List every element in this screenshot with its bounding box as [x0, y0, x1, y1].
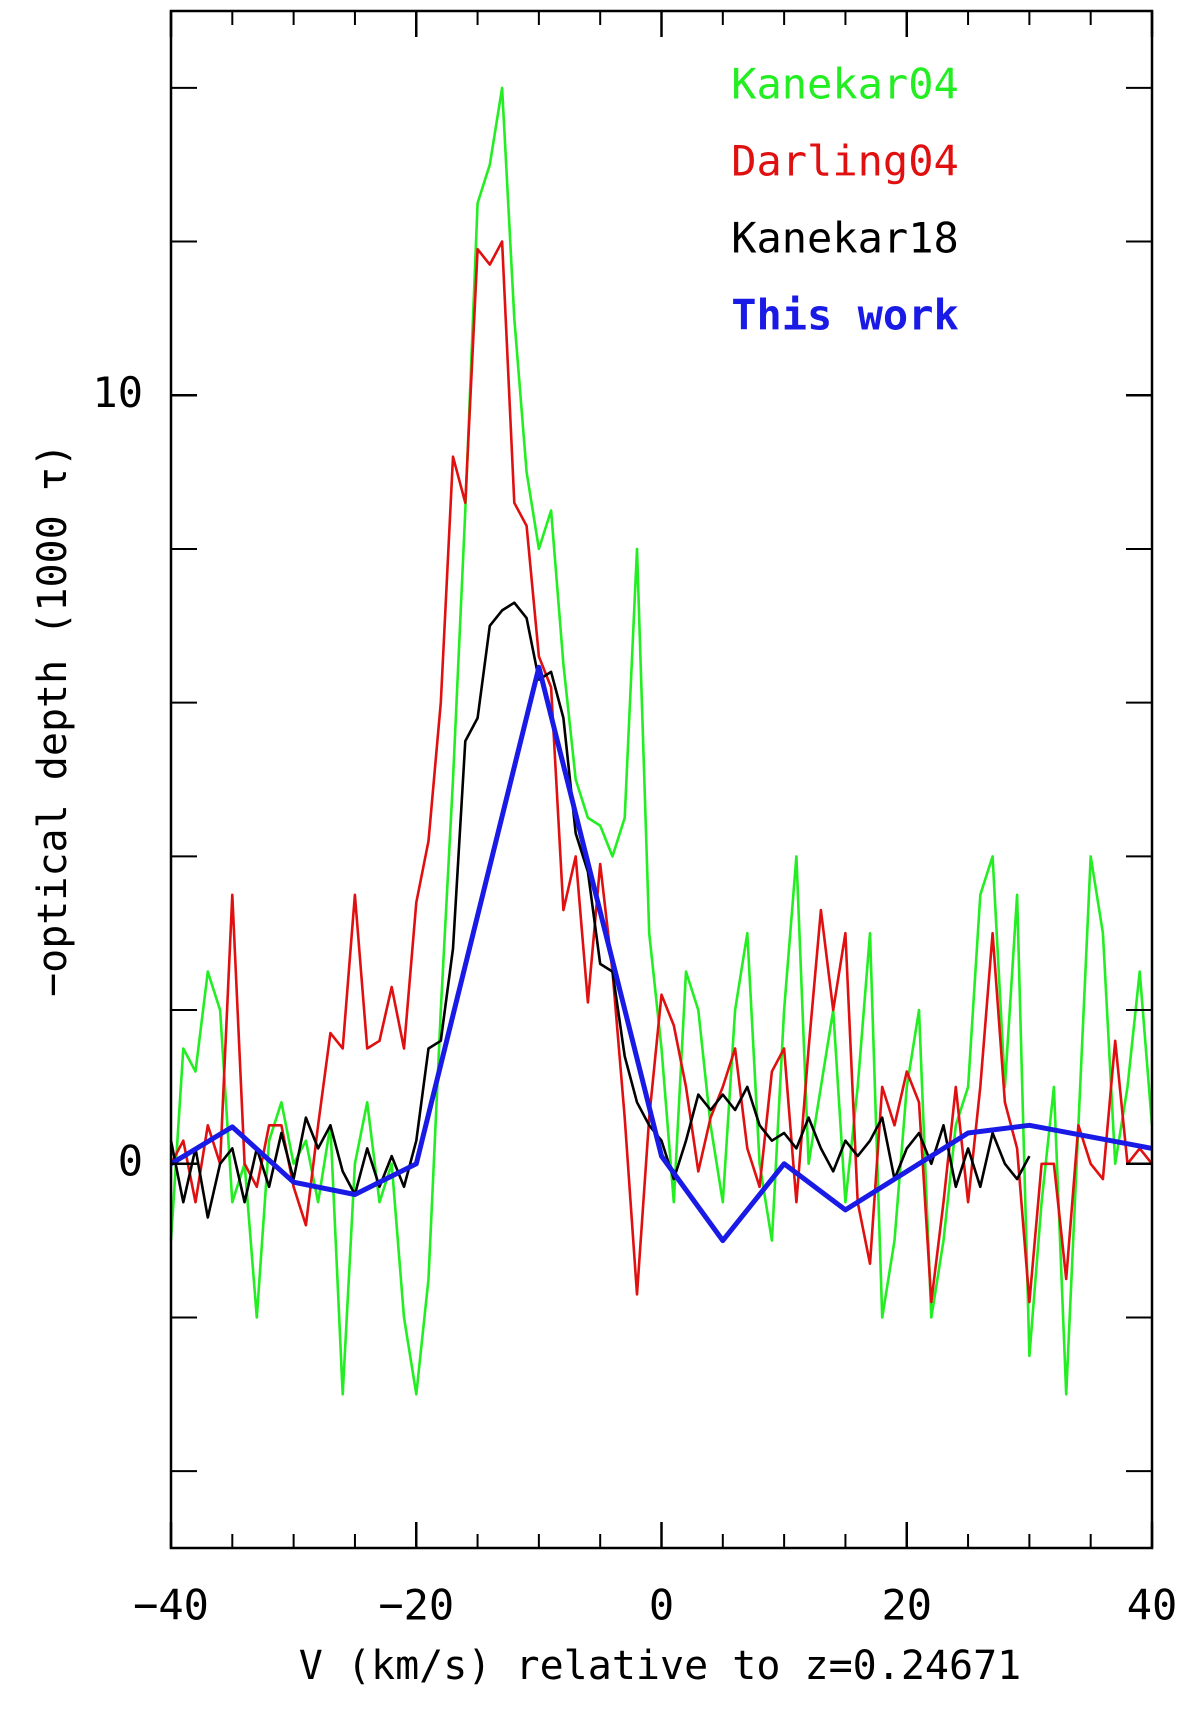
- y-tick-label: 0: [118, 1136, 143, 1185]
- legend-entry: Darling04: [731, 137, 959, 186]
- data-line: [169, 664, 1153, 1244]
- legend-entry: This work: [731, 291, 959, 340]
- x-tick-label: 40: [1127, 1581, 1178, 1630]
- legend-entry: Kanekar18: [731, 214, 959, 263]
- plot-frame: [169, 9, 1154, 1550]
- data-line: [169, 86, 1154, 1396]
- y-axis-label: −optical depth (1000 τ): [30, 443, 76, 997]
- y-tick-label: 10: [92, 368, 143, 417]
- x-tick-label: −40: [133, 1581, 209, 1630]
- x-tick-label: 20: [881, 1581, 932, 1630]
- x-tick-label: 0: [649, 1581, 674, 1630]
- legend-entry: Kanekar04: [731, 60, 959, 109]
- x-tick-label: −20: [378, 1581, 454, 1630]
- data-line: [169, 601, 1031, 1219]
- x-axis-label: V (km/s) relative to z=0.24671: [299, 1643, 1021, 1689]
- data-line: [169, 240, 1154, 1304]
